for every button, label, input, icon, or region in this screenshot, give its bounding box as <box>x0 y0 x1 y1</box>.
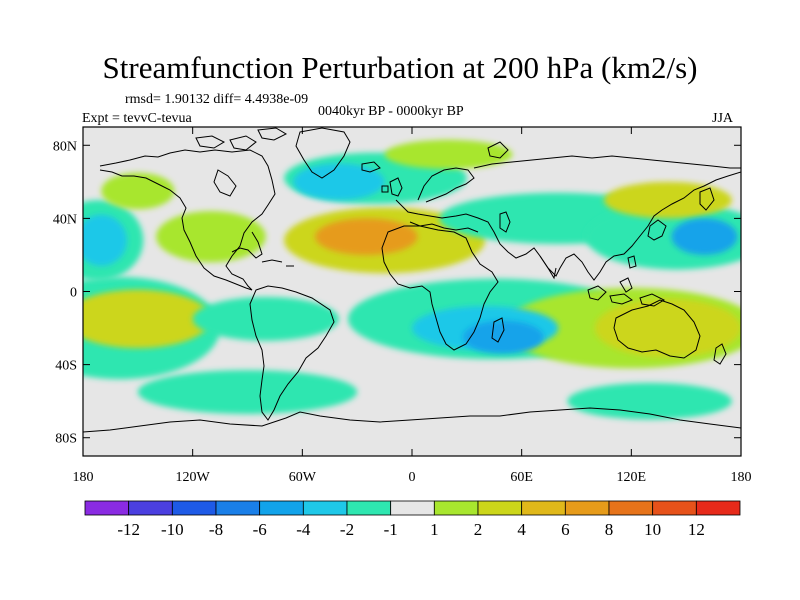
x-tick-label: 60E <box>510 470 533 485</box>
colorbar-label: -10 <box>161 520 184 539</box>
coastline-hudson-bay <box>213 169 237 197</box>
coastline-maritime-continent <box>587 255 666 307</box>
y-tick-label: 40N <box>53 212 77 227</box>
experiment-label: Expt = tevvC-tevua <box>82 111 192 126</box>
coastline-florida-gulf <box>231 231 263 259</box>
map-title: Streamfunction Perturbation at 200 hPa (… <box>102 50 698 85</box>
colorbar-label: -6 <box>253 520 267 539</box>
colorbar-swatch-8 <box>433 500 479 516</box>
coastline-caspian <box>499 211 511 233</box>
contour-region-6 <box>137 370 358 414</box>
colorbar-swatch-11 <box>564 500 610 516</box>
period-label: 0040kyr BP - 0000kyr BP <box>318 104 464 119</box>
y-tick-label: 0 <box>70 286 77 301</box>
x-tick-label: 60W <box>289 470 317 485</box>
coastline-north-america <box>99 149 276 291</box>
y-tick-label: 80S <box>55 432 77 447</box>
contour-fill-layer <box>83 139 741 420</box>
coastline-novaya-zemlya <box>487 141 509 159</box>
colorbar-label: -1 <box>384 520 398 539</box>
coastline-eurasia <box>395 171 741 281</box>
colorbar-swatch-2 <box>171 500 217 516</box>
coastline-scandinavia <box>417 167 475 203</box>
colorbar-swatch-1 <box>128 500 173 516</box>
contour-region-20 <box>463 320 544 354</box>
contour-region-18 <box>293 163 385 201</box>
season-label: JJA <box>712 111 734 126</box>
contour-region-22 <box>671 218 738 255</box>
colorbar-label: 4 <box>517 520 526 539</box>
x-tick-label: 120E <box>617 470 647 485</box>
colorbar-label: -12 <box>117 520 140 539</box>
contour-region-9 <box>594 298 741 358</box>
colorbar-label: 8 <box>605 520 614 539</box>
contour-region-13 <box>567 382 732 420</box>
coastline-iceland <box>361 161 381 173</box>
coastline-caribbean <box>261 259 294 267</box>
stats-text: rmsd= 1.90132 diff= 4.4938e-09 <box>125 92 309 107</box>
coastline-africa <box>381 225 499 351</box>
colorbar-swatch-6 <box>346 500 392 516</box>
coastline-kamchatka <box>699 187 715 211</box>
contour-region-21 <box>83 214 127 266</box>
y-tick-label: 40S <box>55 359 77 374</box>
colorbar-label: 2 <box>474 520 483 539</box>
coastline-greenland <box>295 127 351 179</box>
contour-region-16 <box>315 218 418 255</box>
contour-region-11 <box>192 296 339 341</box>
colorbar-label: -8 <box>209 520 223 539</box>
coastline-antarctica <box>83 407 741 433</box>
coastline-south-america <box>249 285 335 421</box>
colorbar-swatch-0 <box>84 500 130 516</box>
coastline-japan <box>647 219 667 241</box>
colorbar-swatch-5 <box>302 500 348 516</box>
colorbar-label: 6 <box>561 520 570 539</box>
x-tick-label: 180 <box>731 470 752 485</box>
colorbar-label: -2 <box>340 520 354 539</box>
contour-region-19 <box>101 172 175 210</box>
y-tick-label: 80N <box>53 139 77 154</box>
coastline-australia <box>613 299 701 359</box>
colorbar-label: 1 <box>430 520 439 539</box>
coastline-madagascar <box>491 317 505 343</box>
colorbar-swatch-7 <box>390 500 435 516</box>
colorbar-label: 12 <box>688 520 705 539</box>
x-tick-label: 120W <box>176 470 211 485</box>
coastline-arctic-russia <box>473 155 741 169</box>
contour-region-15 <box>603 181 732 219</box>
x-tick-label: 0 <box>409 470 416 485</box>
colorbar-label: 10 <box>644 520 661 539</box>
colorbar-swatch-14 <box>695 500 741 516</box>
colorbar-swatch-3 <box>215 500 261 516</box>
colorbar-swatch-12 <box>608 500 654 516</box>
contour-region-8 <box>83 289 211 349</box>
colorbar: -12 -10 -8 -6 -4 -2 -1 1 2 4 6 8 10 12 <box>84 500 741 539</box>
coastlines <box>83 127 741 433</box>
colorbar-swatch-9 <box>477 500 523 516</box>
colorbar-label: -4 <box>296 520 311 539</box>
contour-region-14 <box>156 211 266 263</box>
colorbar-swatch-10 <box>521 500 566 516</box>
contour-region-17 <box>384 139 513 170</box>
colorbar-swatch-4 <box>259 500 304 516</box>
coastline-new-zealand <box>713 343 727 365</box>
coastline-arctic-islands <box>195 127 288 151</box>
coastline-british-isles <box>381 177 403 197</box>
coastline-indian-peninsula <box>539 255 557 280</box>
x-tick-label: 180 <box>73 470 94 485</box>
axis-ticks: 80N 40N 0 40S 80S 180 120W 60W 0 60E 120E 180 <box>53 127 752 485</box>
colorbar-swatch-13 <box>652 500 697 516</box>
